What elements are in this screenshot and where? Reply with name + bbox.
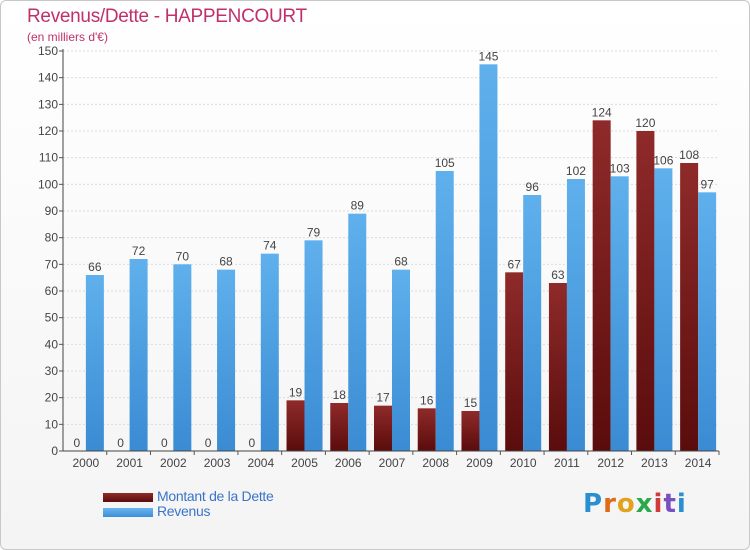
- bar-debt: [548, 283, 567, 451]
- data-label-debt: 120: [635, 116, 655, 130]
- x-tick-label: 2006: [335, 456, 362, 470]
- bar-revenue: [654, 168, 673, 452]
- data-label-debt: 63: [551, 268, 565, 282]
- y-tick-label: 0: [51, 444, 58, 458]
- data-label-revenue: 97: [700, 177, 714, 191]
- legend-label-revenue: Revenus: [157, 503, 211, 519]
- bar-revenue: [85, 275, 104, 451]
- data-label-revenue: 79: [307, 225, 321, 239]
- data-label-debt: 0: [74, 436, 81, 450]
- x-tick-label: 2001: [116, 456, 143, 470]
- y-tick-label: 100: [38, 177, 58, 191]
- data-label-debt: 0: [248, 436, 255, 450]
- bar-debt: [374, 405, 392, 451]
- data-label-revenue: 72: [132, 244, 146, 258]
- bar-revenue: [304, 240, 323, 451]
- y-tick-label: 30: [45, 364, 59, 378]
- data-label-debt: 18: [333, 388, 347, 402]
- data-label-revenue: 96: [526, 180, 540, 194]
- chart-title: Revenus/Dette - HAPPENCOURT: [27, 6, 307, 27]
- data-label-debt: 15: [464, 396, 478, 410]
- data-label-debt: 17: [376, 391, 390, 405]
- data-label-revenue: 70: [176, 249, 190, 263]
- bar-debt: [286, 400, 305, 451]
- bar-revenue: [348, 213, 367, 451]
- x-tick-label: 2010: [510, 456, 537, 470]
- bar-debt: [461, 411, 480, 451]
- bar-debt: [505, 272, 524, 451]
- legend-label-debt: Montant de la Dette: [157, 488, 274, 504]
- bar-revenue: [479, 64, 498, 452]
- x-tick-label: 2013: [641, 456, 668, 470]
- x-tick-label: 2002: [160, 456, 187, 470]
- data-label-debt: 0: [117, 436, 124, 450]
- data-label-debt: 19: [289, 385, 303, 399]
- x-tick-label: 2000: [73, 456, 100, 470]
- bar-revenue: [217, 269, 236, 451]
- bar-debt: [417, 408, 436, 451]
- bar-debt: [592, 120, 611, 451]
- x-tick-label: 2011: [554, 456, 580, 470]
- y-tick-label: 70: [45, 257, 59, 271]
- bar-revenue: [173, 264, 192, 451]
- y-tick-label: 140: [38, 71, 58, 85]
- data-label-revenue: 106: [653, 153, 673, 167]
- x-tick-label: 2008: [422, 456, 449, 470]
- y-tick-label: 20: [45, 391, 59, 405]
- data-label-debt: 16: [420, 393, 434, 407]
- data-label-debt: 124: [592, 105, 612, 119]
- data-label-revenue: 145: [478, 49, 498, 63]
- bar-revenue: [566, 179, 585, 451]
- y-tick-label: 120: [38, 124, 58, 138]
- y-tick-label: 90: [45, 204, 59, 218]
- bar-revenue: [129, 259, 148, 451]
- bar-revenue: [698, 192, 717, 452]
- bar-revenue: [610, 176, 629, 452]
- legend-swatch-debt: [103, 493, 153, 502]
- y-tick-label: 60: [45, 284, 59, 298]
- data-label-debt: 0: [161, 436, 168, 450]
- x-tick-label: 2012: [597, 456, 624, 470]
- x-tick-label: 2005: [291, 456, 318, 470]
- data-label-revenue: 89: [351, 199, 365, 213]
- y-tick-label: 110: [39, 151, 58, 165]
- x-tick-label: 2007: [379, 456, 406, 470]
- data-label-revenue: 68: [394, 255, 408, 269]
- bar-debt: [680, 163, 699, 451]
- data-label-revenue: 68: [219, 255, 233, 269]
- bar-revenue: [260, 253, 279, 451]
- data-label-revenue: 74: [263, 239, 277, 253]
- data-label-revenue: 102: [566, 164, 586, 178]
- x-tick-label: 2004: [247, 456, 274, 470]
- data-label-debt: 108: [679, 148, 699, 162]
- y-tick-label: 80: [45, 231, 59, 245]
- x-tick-label: 2014: [685, 456, 712, 470]
- y-tick-label: 150: [38, 44, 58, 58]
- y-tick-label: 130: [38, 97, 58, 111]
- data-label-revenue: 66: [88, 260, 102, 274]
- y-tick-label: 40: [45, 337, 59, 351]
- y-tick-label: 50: [45, 311, 59, 325]
- bar-debt: [636, 131, 655, 451]
- proxiti-logo: Proxiti: [583, 489, 687, 519]
- x-tick-label: 2009: [466, 456, 493, 470]
- bar-debt: [330, 403, 349, 451]
- bar-revenue: [392, 269, 410, 451]
- legend-swatch-revenue: [103, 508, 153, 517]
- bar-revenue: [523, 195, 542, 451]
- bar-revenue: [435, 171, 454, 451]
- y-tick-label: 10: [45, 417, 59, 431]
- data-label-debt: 0: [205, 436, 212, 450]
- chart-subtitle: (en milliers d'€): [27, 30, 108, 44]
- x-tick-label: 2003: [204, 456, 231, 470]
- data-label-debt: 67: [508, 257, 522, 271]
- data-label-revenue: 103: [610, 161, 630, 175]
- data-label-revenue: 105: [435, 156, 455, 170]
